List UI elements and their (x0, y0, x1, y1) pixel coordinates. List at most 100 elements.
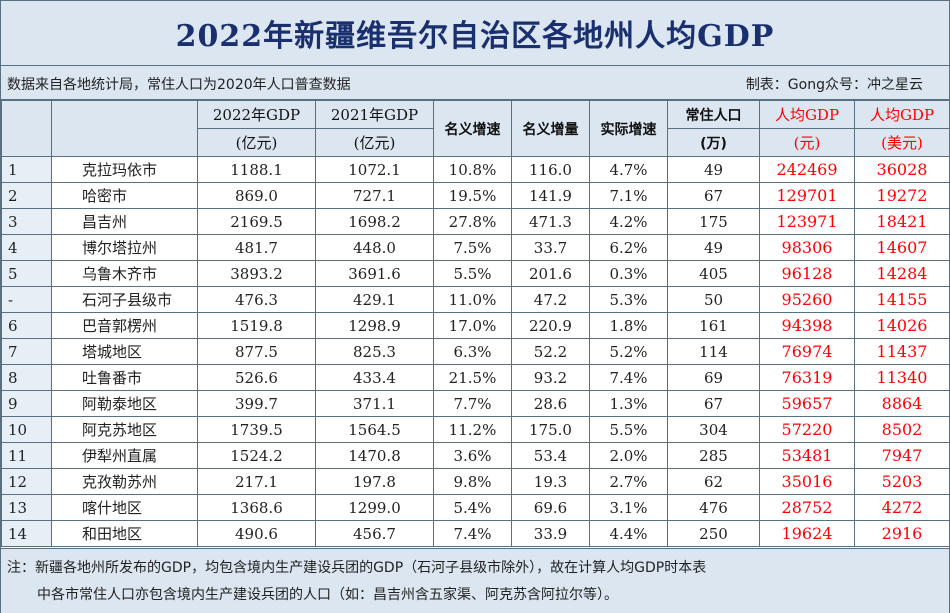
cell-real-rate: 1.3% (589, 390, 668, 417)
cell-gdp2021: 1298.9 (315, 312, 434, 339)
cell-pop: 405 (667, 260, 760, 287)
cell-real-rate: 6.2% (589, 234, 668, 261)
cell-pop: 175 (667, 208, 760, 235)
cell-gdp2022: 1368.6 (197, 494, 316, 521)
cell-real-rate: 5.2% (589, 338, 668, 365)
title-bar: 2022年新疆维吾尔自治区各地州人均GDP (1, 1, 949, 66)
cell-nominal-rate: 27.8% (433, 208, 512, 235)
cell-pc-usd: 7947 (854, 442, 950, 469)
cell-pc-yuan: 28752 (759, 494, 855, 521)
cell-pc-yuan: 242469 (759, 156, 855, 183)
header-real-rate: 实际增速 (589, 100, 668, 157)
table-row: 9 阿勒泰地区 399.7 371.1 7.7% 28.6 1.3% 67 59657 8864 (1, 390, 950, 417)
cell-gdp2022: 476.3 (197, 286, 316, 313)
header-nominal-inc: 名义增量 (511, 100, 590, 157)
cell-region: 伊犁州直属 (51, 442, 198, 469)
cell-pop: 49 (667, 234, 760, 261)
table-row: 5 乌鲁木齐市 3893.2 3691.6 5.5% 201.6 0.3% 405 96128 1… (1, 260, 950, 287)
footnote: 注：新疆各地州所发布的GDP，均包含境内生产建设兵团的GDP（石河子县级市除外）… (1, 548, 949, 613)
cell-pop: 476 (667, 494, 760, 521)
cell-nominal-inc: 28.6 (511, 390, 590, 417)
cell-pop: 285 (667, 442, 760, 469)
cell-nominal-rate: 3.6% (433, 442, 512, 469)
header-usd-unit: (美元) (854, 128, 950, 157)
cell-pc-usd: 8502 (854, 416, 950, 443)
cell-gdp2021: 1470.8 (315, 442, 434, 469)
table-row: 1 克拉玛依市 1188.1 1072.1 10.8% 116.0 4.7% 49 242469… (1, 156, 950, 183)
cell-pop: 67 (667, 182, 760, 209)
header-yuan-unit: (元) (759, 128, 855, 157)
cell-pop: 62 (667, 468, 760, 495)
cell-real-rate: 5.3% (589, 286, 668, 313)
cell-region: 塔城地区 (51, 338, 198, 365)
cell-nominal-rate: 11.0% (433, 286, 512, 313)
cell-nominal-rate: 7.5% (433, 234, 512, 261)
cell-rank: - (1, 286, 52, 313)
cell-region: 吐鲁番市 (51, 364, 198, 391)
cell-nominal-rate: 7.4% (433, 520, 512, 547)
cell-region: 博尔塔拉州 (51, 234, 198, 261)
cell-nominal-inc: 69.6 (511, 494, 590, 521)
cell-gdp2022: 877.5 (197, 338, 316, 365)
cell-pop: 49 (667, 156, 760, 183)
cell-pc-yuan: 19624 (759, 520, 855, 547)
cell-pc-usd: 36028 (854, 156, 950, 183)
cell-pc-usd: 11340 (854, 364, 950, 391)
cell-gdp2022: 526.6 (197, 364, 316, 391)
cell-gdp2021: 429.1 (315, 286, 434, 313)
cell-region: 克孜勒苏州 (51, 468, 198, 495)
table-row: 8 吐鲁番市 526.6 433.4 21.5% 93.2 7.4% 69 76319 11340 (1, 364, 950, 391)
cell-rank: 12 (1, 468, 52, 495)
cell-rank: 8 (1, 364, 52, 391)
cell-pc-usd: 14026 (854, 312, 950, 339)
cell-pc-yuan: 53481 (759, 442, 855, 469)
cell-nominal-rate: 11.2% (433, 416, 512, 443)
table-row: 7 塔城地区 877.5 825.3 6.3% 52.2 5.2% 114 76974 11437 (1, 338, 950, 365)
header-gdp2022: 2022年GDP (197, 100, 316, 129)
cell-pc-usd: 2916 (854, 520, 950, 547)
cell-gdp2022: 1524.2 (197, 442, 316, 469)
cell-rank: 4 (1, 234, 52, 261)
cell-region: 和田地区 (51, 520, 198, 547)
cell-nominal-inc: 175.0 (511, 416, 590, 443)
header-pc-yuan: 人均GDP (759, 100, 855, 129)
cell-gdp2021: 1072.1 (315, 156, 434, 183)
cell-pc-usd: 8864 (854, 390, 950, 417)
cell-rank: 9 (1, 390, 52, 417)
cell-pop: 67 (667, 390, 760, 417)
cell-pc-usd: 11437 (854, 338, 950, 365)
cell-nominal-inc: 19.3 (511, 468, 590, 495)
cell-pop: 161 (667, 312, 760, 339)
cell-nominal-rate: 5.5% (433, 260, 512, 287)
cell-pc-usd: 18421 (854, 208, 950, 235)
header-pop: 常住人口 (667, 100, 760, 129)
header-nominal-rate: 名义增速 (433, 100, 512, 157)
cell-region: 巴音郭楞州 (51, 312, 198, 339)
cell-pc-usd: 19272 (854, 182, 950, 209)
header-pop-unit: (万) (667, 128, 760, 157)
cell-real-rate: 4.7% (589, 156, 668, 183)
cell-pc-yuan: 57220 (759, 416, 855, 443)
cell-real-rate: 2.0% (589, 442, 668, 469)
cell-rank: 11 (1, 442, 52, 469)
cell-nominal-inc: 471.3 (511, 208, 590, 235)
cell-pc-usd: 4272 (854, 494, 950, 521)
cell-nominal-inc: 141.9 (511, 182, 590, 209)
table-row: 14 和田地区 490.6 456.7 7.4% 33.9 4.4% 250 19624 2916 (1, 520, 950, 547)
table-row: 6 巴音郭楞州 1519.8 1298.9 17.0% 220.9 1.8% 161 94398… (1, 312, 950, 339)
cell-nominal-inc: 33.7 (511, 234, 590, 261)
cell-rank: 3 (1, 208, 52, 235)
cell-nominal-inc: 116.0 (511, 156, 590, 183)
cell-region: 阿克苏地区 (51, 416, 198, 443)
cell-rank: 14 (1, 520, 52, 547)
table-row: 2 哈密市 869.0 727.1 19.5% 141.9 7.1% 67 129701 1927… (1, 182, 950, 209)
cell-nominal-inc: 201.6 (511, 260, 590, 287)
table-row: 3 昌吉州 2169.5 1698.2 27.8% 471.3 4.2% 175 123971 1… (1, 208, 950, 235)
cell-region: 乌鲁木齐市 (51, 260, 198, 287)
cell-pc-yuan: 95260 (759, 286, 855, 313)
cell-pop: 69 (667, 364, 760, 391)
cell-gdp2022: 1519.8 (197, 312, 316, 339)
cell-pc-yuan: 76974 (759, 338, 855, 365)
footnote-line-2: 中各市常住人口亦包含境内生产建设兵团的人口（如：昌吉州含五家渠、阿克苏含阿拉尔等… (37, 587, 618, 603)
